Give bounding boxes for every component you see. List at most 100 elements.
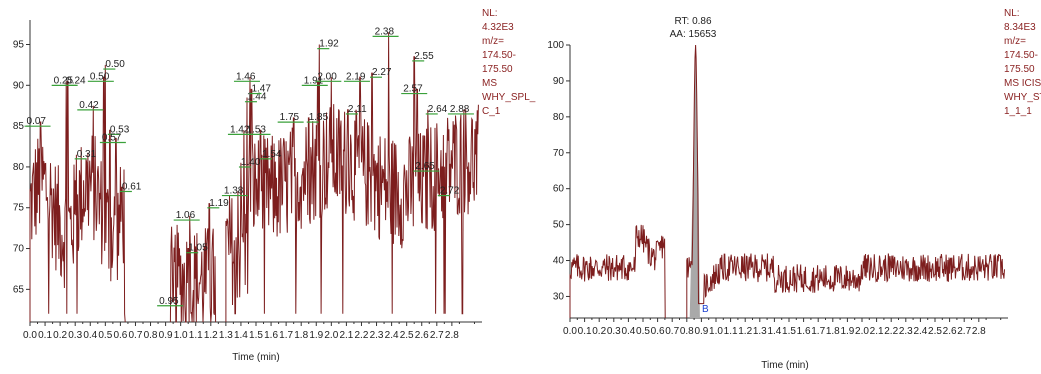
left-x-tick-label: 2.5 bbox=[400, 330, 414, 341]
right-x-tick-label: 2.3 bbox=[899, 326, 913, 337]
left-x-tick-label: 2.4 bbox=[385, 330, 399, 341]
left-y-tick-label: 75 bbox=[13, 203, 25, 214]
right-x-tick-label: 1.6 bbox=[797, 326, 811, 337]
left-peak-label: 1.47 bbox=[251, 84, 271, 95]
left-y-tick-label: 95 bbox=[13, 39, 25, 50]
right-x-tick-label: 0.3 bbox=[607, 326, 621, 337]
left-y-ticks: 65 70 75 80 85 90 95 bbox=[13, 39, 30, 295]
left-x-tick-label: 0.0 bbox=[23, 330, 37, 341]
left-peak-label: 0.95 bbox=[159, 296, 179, 307]
right-x-tick-label: 1.2 bbox=[738, 326, 752, 337]
left-peak-label: 1.38 bbox=[224, 186, 244, 197]
right-x-tick-label: 2.0 bbox=[855, 326, 869, 337]
right-side-label: m/z= bbox=[1004, 36, 1026, 47]
right-x-tick-label: 2.4 bbox=[913, 326, 927, 337]
right-x-tick-label: 2.1 bbox=[870, 326, 884, 337]
left-side-info: NL: 4.32E3 m/z= 174.50- 175.50 MS WHY_SPL_ C_1 bbox=[482, 8, 536, 117]
left-x-tick-label: 2.8 bbox=[445, 330, 459, 341]
left-trace bbox=[29, 32, 479, 323]
right-x-tick-label: 2.5 bbox=[928, 326, 942, 337]
right-y-tick-label: 50 bbox=[553, 220, 565, 231]
left-x-tick-label: 1.3 bbox=[219, 330, 233, 341]
left-peak-label: 1.53 bbox=[247, 124, 267, 135]
right-y-tick-label: 30 bbox=[553, 291, 565, 302]
left-x-tick-label: 1.1 bbox=[189, 330, 203, 341]
right-x-tick-label: 0.7 bbox=[665, 326, 679, 337]
left-x-tick-label: 0.6 bbox=[113, 330, 127, 341]
left-peak-label: 1.46 bbox=[236, 71, 256, 82]
left-x-axis-title: Time (min) bbox=[232, 352, 279, 363]
left-x-tick-label: 0.5 bbox=[98, 330, 112, 341]
left-peak-label: 2.11 bbox=[348, 104, 367, 115]
left-peak-label: 2.57 bbox=[403, 84, 423, 95]
left-x-tick-label: 2.1 bbox=[339, 330, 353, 341]
left-peak-label: 1.92 bbox=[319, 39, 339, 50]
right-x-tick-label: 2.8 bbox=[972, 326, 986, 337]
left-x-tick-label: 1.9 bbox=[309, 330, 323, 341]
left-y-tick-label: 65 bbox=[13, 284, 25, 295]
right-x-tick-label: 0.2 bbox=[592, 326, 606, 337]
left-x-tick-label: 0.1 bbox=[38, 330, 52, 341]
right-x-tick-label: 2.6 bbox=[943, 326, 957, 337]
retention-time-annotation: RT: 0.86 bbox=[674, 16, 711, 27]
left-x-tick-label: 0.9 bbox=[159, 330, 173, 341]
right-y-tick-label: 40 bbox=[553, 256, 565, 267]
left-x-tick-label: 0.8 bbox=[144, 330, 158, 341]
left-peak-label: 0.61 bbox=[122, 181, 142, 192]
right-side-label: 8.34E3 bbox=[1004, 22, 1036, 33]
right-y-tick-label: 70 bbox=[553, 148, 565, 159]
left-peak-label: 1.19 bbox=[209, 198, 229, 209]
left-peak-label: 2.72 bbox=[440, 186, 460, 197]
left-peak-label: 1.44 bbox=[247, 92, 267, 103]
left-y-tick-label: 85 bbox=[13, 121, 25, 132]
left-x-ticks: 0.0 0.1 0.2 0.3 0.4 0.5 0.6 0.7 0.8 0.9 1.0 1.1 1.2 1… bbox=[23, 322, 475, 341]
left-side-label: 174.50- bbox=[482, 50, 516, 61]
left-x-tick-label: 2.2 bbox=[355, 330, 369, 341]
right-side-info: NL: 8.34E3 m/z= 174.50- 175.50 MS ICIS WHY_STD… bbox=[1004, 8, 1041, 117]
left-peak-label: 0.57 bbox=[102, 133, 122, 144]
right-x-tick-label: 2.2 bbox=[884, 326, 898, 337]
right-side-label: MS ICIS bbox=[1004, 78, 1041, 89]
area-annotation: AA: 15653 bbox=[670, 29, 717, 40]
left-side-label: NL: bbox=[482, 8, 498, 19]
left-peak-label: 0.24 bbox=[66, 75, 86, 86]
left-peak-label: 2.27 bbox=[372, 67, 392, 78]
right-y-tick-label: 60 bbox=[553, 184, 565, 195]
left-x-tick-label: 0.3 bbox=[68, 330, 82, 341]
left-peak-label: 2.19 bbox=[346, 71, 366, 82]
right-x-tick-label: 1.9 bbox=[840, 326, 854, 337]
left-y-tick-label: 90 bbox=[13, 80, 25, 91]
left-x-tick-label: 0.2 bbox=[53, 330, 67, 341]
right-x-axis-title: Time (min) bbox=[761, 360, 808, 371]
right-x-tick-label: 0.9 bbox=[694, 326, 708, 337]
left-y-tick-label: 70 bbox=[13, 244, 25, 255]
right-y-tick-label: 80 bbox=[553, 112, 565, 123]
right-x-tick-label: 1.7 bbox=[811, 326, 825, 337]
left-x-tick-label: 2.7 bbox=[430, 330, 444, 341]
right-x-tick-label: 1.5 bbox=[782, 326, 796, 337]
left-side-label: 175.50 bbox=[482, 64, 513, 75]
left-x-tick-label: 1.4 bbox=[234, 330, 248, 341]
left-x-tick-label: 1.5 bbox=[249, 330, 263, 341]
left-side-label: C_1 bbox=[482, 106, 501, 117]
left-peak-label: 2.65 bbox=[415, 161, 435, 172]
left-peak-label: 0.50 bbox=[105, 59, 125, 70]
left-peak-label: 2.55 bbox=[414, 51, 434, 62]
left-peak-label: 2.00 bbox=[317, 71, 337, 82]
left-x-tick-label: 2.6 bbox=[415, 330, 429, 341]
left-peak-label: 1.91 bbox=[304, 75, 324, 86]
left-x-tick-label: 0.7 bbox=[129, 330, 143, 341]
left-side-label: m/z= bbox=[482, 36, 504, 47]
left-peak-label: 2.38 bbox=[375, 26, 395, 37]
left-x-tick-label: 2.3 bbox=[370, 330, 384, 341]
right-side-label: 175.50 bbox=[1004, 64, 1035, 75]
right-y-ticks: 30 40 50 60 70 80 90 100 bbox=[547, 40, 570, 302]
right-x-tick-label: 1.0 bbox=[709, 326, 723, 337]
left-peak-label: 0.50 bbox=[90, 71, 110, 82]
left-peak-label: 1.06 bbox=[176, 210, 196, 221]
left-peak-label: 1.75 bbox=[280, 112, 300, 123]
left-peak-label: 1.42 bbox=[230, 124, 250, 135]
left-peak-label: 0.42 bbox=[79, 100, 99, 111]
